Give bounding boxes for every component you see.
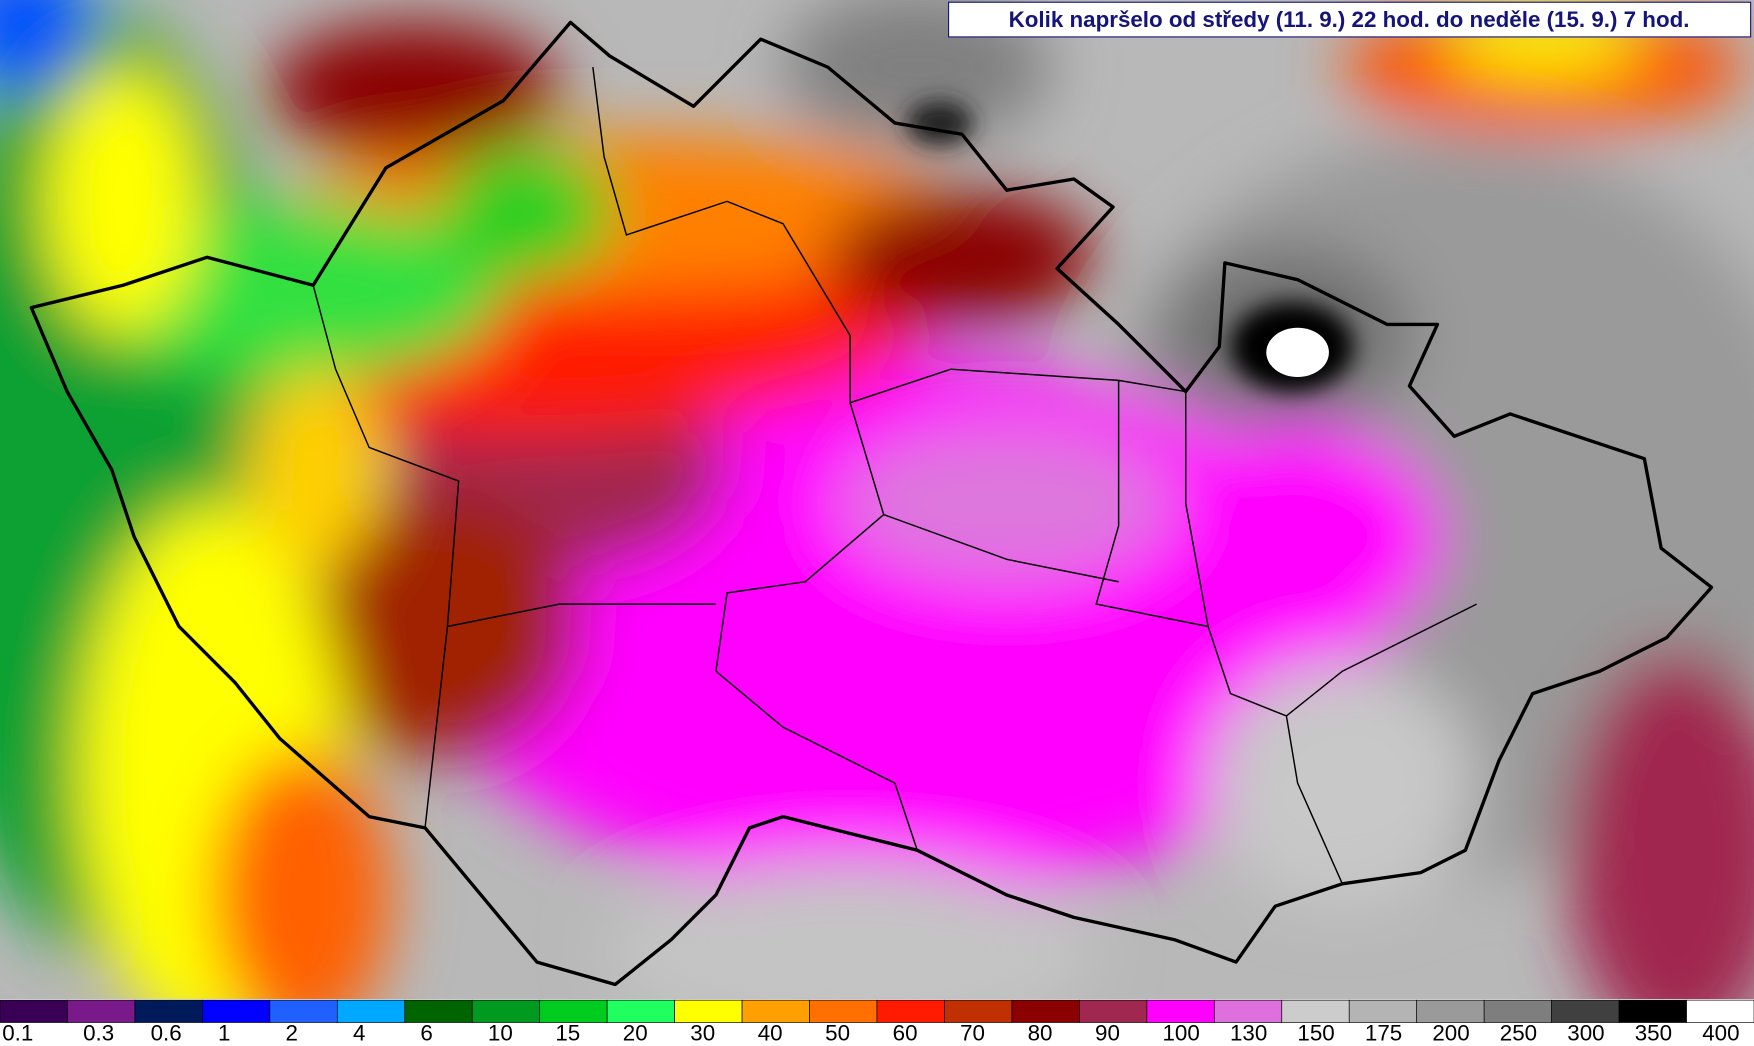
legend-swatch bbox=[1011, 999, 1080, 1023]
legend-label: 250 bbox=[1500, 1020, 1537, 1045]
legend-swatch bbox=[1618, 999, 1687, 1023]
legend-label: 80 bbox=[1028, 1020, 1053, 1045]
legend-label: 300 bbox=[1567, 1020, 1604, 1045]
legend-label: 30 bbox=[690, 1020, 715, 1045]
legend-label: 15 bbox=[555, 1020, 580, 1045]
legend-swatch bbox=[336, 999, 406, 1023]
legend-swatch bbox=[944, 999, 1013, 1023]
legend-swatch bbox=[202, 999, 271, 1023]
legend-label: 100 bbox=[1163, 1020, 1200, 1045]
legend-label: 1 bbox=[218, 1020, 230, 1045]
legend-swatch bbox=[1416, 999, 1485, 1023]
legend-swatch bbox=[67, 999, 136, 1023]
legend-label: 350 bbox=[1635, 1020, 1672, 1045]
legend-label: 70 bbox=[960, 1020, 985, 1045]
legend-label: 4 bbox=[353, 1020, 365, 1045]
legend-swatch bbox=[404, 999, 473, 1023]
legend-swatch bbox=[1348, 999, 1418, 1023]
legend-label: 0.1 bbox=[2, 1020, 33, 1045]
legend-swatch bbox=[1281, 999, 1350, 1023]
legend-swatch bbox=[1551, 999, 1620, 1023]
legend: 0.1 0.3 0.6 1 2 4 6 10 15 20 30 40 50 60 70 80 90 100 130 1… bbox=[0, 999, 1754, 1046]
legend-label: 2 bbox=[286, 1020, 298, 1045]
legend-swatch bbox=[1079, 999, 1148, 1023]
legend-swatch bbox=[674, 999, 743, 1023]
legend-swatch bbox=[539, 999, 608, 1023]
legend-label: 175 bbox=[1365, 1020, 1402, 1045]
legend-swatch bbox=[809, 999, 878, 1023]
legend-swatch bbox=[134, 999, 203, 1023]
legend-label: 50 bbox=[825, 1020, 850, 1045]
legend-label: 0.6 bbox=[151, 1020, 182, 1045]
legend-swatch bbox=[606, 999, 675, 1023]
legend-label: 150 bbox=[1297, 1020, 1334, 1045]
legend-label: 6 bbox=[420, 1020, 432, 1045]
legend-swatch bbox=[1686, 999, 1754, 1023]
legend-label: 400 bbox=[1702, 1020, 1739, 1045]
legend-label: 200 bbox=[1432, 1020, 1469, 1045]
legend-swatch bbox=[269, 999, 338, 1023]
legend-label: 130 bbox=[1230, 1020, 1267, 1045]
country-border bbox=[29, 20, 1714, 987]
legend-label: 0.3 bbox=[83, 1020, 114, 1045]
legend-label: 40 bbox=[758, 1020, 783, 1045]
legend-swatch bbox=[741, 999, 810, 1023]
legend-label: 60 bbox=[893, 1020, 918, 1045]
map-title: Kolik napršelo od středy (11. 9.) 22 hod… bbox=[1009, 7, 1690, 32]
title-box: Kolik napršelo od středy (11. 9.) 22 hod… bbox=[948, 1, 1752, 38]
region-borders bbox=[312, 67, 1477, 885]
legend-swatch bbox=[1146, 999, 1215, 1023]
legend-swatch bbox=[0, 999, 68, 1023]
legend-label: 20 bbox=[623, 1020, 648, 1045]
legend-label: 90 bbox=[1095, 1020, 1120, 1045]
legend-label: 10 bbox=[488, 1020, 513, 1045]
legend-swatch bbox=[471, 999, 541, 1023]
legend-swatch bbox=[1213, 999, 1283, 1023]
legend-swatch bbox=[876, 999, 945, 1023]
legend-swatch bbox=[1483, 999, 1552, 1023]
